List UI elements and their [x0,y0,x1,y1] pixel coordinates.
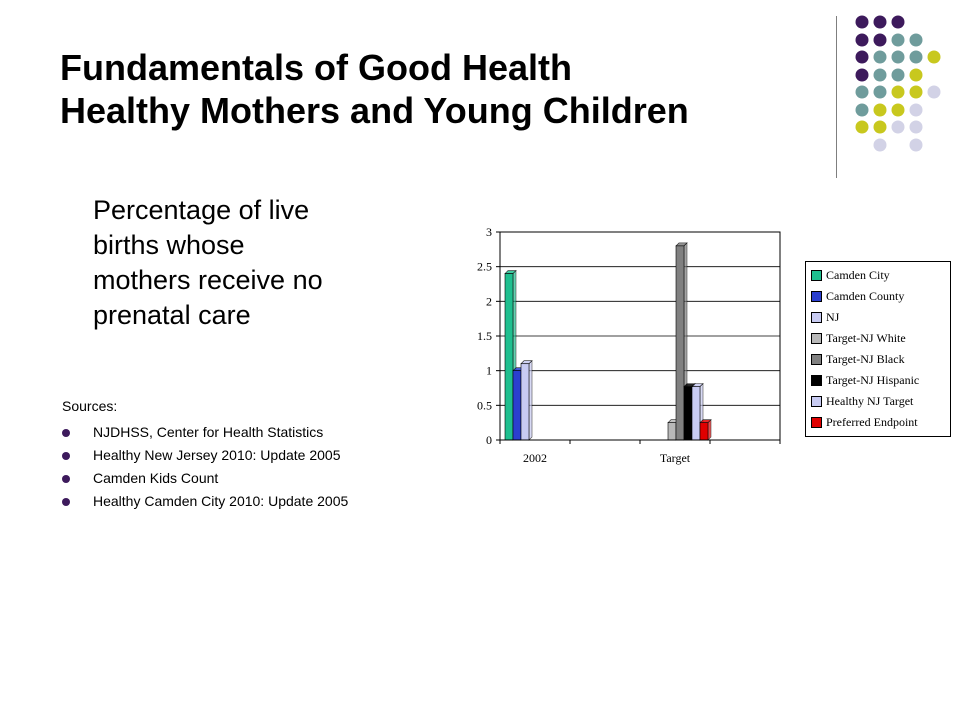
source-text: Healthy Camden City 2010: Update 2005 [93,493,349,509]
decorative-dot [891,103,905,117]
legend-swatch [811,375,822,386]
decorative-dot [927,85,941,99]
legend-label: Camden County [826,289,905,303]
legend-label: Preferred Endpoint [826,415,918,429]
decorative-dot [891,50,905,64]
y-tick-label: 3 [486,225,492,239]
legend-swatch [811,312,822,323]
decorative-dot [909,138,923,152]
decorative-dot [873,50,887,64]
y-tick-label: 0 [486,433,492,447]
decorative-dot [891,85,905,99]
decorative-dot [855,103,869,117]
legend-item: Preferred Endpoint [806,412,950,433]
legend-label: Target-NJ White [826,331,906,345]
x-tick-label: 2002 [523,451,547,465]
bar [683,382,696,441]
legend-swatch [811,396,822,407]
decorative-dot [909,50,923,64]
source-item: NJDHSS, Center for Health Statistics [62,423,442,441]
slide-title-line-1: Fundamentals of Good Health [60,47,573,88]
decorative-dot [873,15,887,29]
source-text: Healthy New Jersey 2010: Update 2005 [93,447,341,463]
decorative-dot [909,103,923,117]
bar [512,366,525,441]
legend-label: Healthy NJ Target [826,394,914,408]
bar [520,360,533,441]
decorative-dot [891,33,905,47]
legend-swatch [811,333,822,344]
legend-item: Target-NJ Black [806,349,950,370]
decorative-dot [855,15,869,29]
slide-title-line-2: Healthy Mothers and Young Children [60,90,689,131]
sources-label: Sources: [62,398,118,414]
decorative-dot [855,68,869,82]
description-line: births whose [93,230,245,260]
legend-swatch [811,270,822,281]
bar [667,418,680,441]
y-tick-label: 2.5 [477,260,492,274]
legend-item: Target-NJ Hispanic [806,370,950,391]
bullet-icon [62,475,70,483]
source-item: Healthy Camden City 2010: Update 2005 [62,492,442,510]
legend-label: Target-NJ Hispanic [826,373,920,387]
legend-item: Camden County [806,286,950,307]
legend-swatch [811,354,822,365]
decorative-vertical-line [836,16,837,178]
chart-description: Percentage of live births whose mothers … [93,193,413,333]
y-tick-label: 2 [486,294,492,308]
slide-title: Fundamentals of Good Health Healthy Moth… [60,46,820,132]
source-text: Camden Kids Count [93,470,219,486]
decorative-dot [873,120,887,134]
source-item: Camden Kids Count [62,469,442,487]
y-tick-label: 1.5 [477,329,492,343]
decorative-dot [855,50,869,64]
legend-label: Target-NJ Black [826,352,905,366]
chart-legend: Camden City Camden County NJ Target-NJ Whit… [805,261,951,437]
description-line: prenatal care [93,300,251,330]
description-line: Percentage of live [93,195,310,225]
source-text: NJDHSS, Center for Health Statistics [93,424,324,440]
decorative-dot [873,33,887,47]
decorative-dot [909,33,923,47]
decorative-dot [873,138,887,152]
legend-item: Target-NJ White [806,328,950,349]
legend-swatch [811,417,822,428]
decorative-dot [873,103,887,117]
bar [699,418,712,441]
plot-area [499,231,781,441]
decorative-dot [855,85,869,99]
sources-section: Sources: NJDHSS, Center for Health Stati… [62,397,442,515]
legend-item: NJ [806,307,950,328]
bar [504,269,517,441]
decorative-dot [909,68,923,82]
description-line: mothers receive no [93,265,323,295]
decorative-dot [891,15,905,29]
legend-label: Camden City [826,268,890,282]
decorative-dot [855,33,869,47]
source-item: Healthy New Jersey 2010: Update 2005 [62,446,442,464]
decorative-dot [909,85,923,99]
y-tick-label: 0.5 [477,398,492,412]
y-tick-label: 1 [486,364,492,378]
decorative-dot [873,68,887,82]
decorative-dot [855,120,869,134]
legend-label: NJ [826,310,840,324]
decorative-dot [891,68,905,82]
bullet-icon [62,452,70,460]
bar [691,382,704,441]
legend-item: Healthy NJ Target [806,391,950,412]
bullet-icon [62,429,70,437]
x-tick-label: Target [660,451,691,465]
sources-list: NJDHSS, Center for Health Statistics Hea… [62,423,442,510]
legend-swatch [811,291,822,302]
bar [675,242,688,441]
decorative-dot [927,50,941,64]
decorative-dot [909,120,923,134]
legend-item: Camden City [806,265,950,286]
decorative-dot [873,85,887,99]
decorative-dot [891,120,905,134]
bullet-icon [62,498,70,506]
